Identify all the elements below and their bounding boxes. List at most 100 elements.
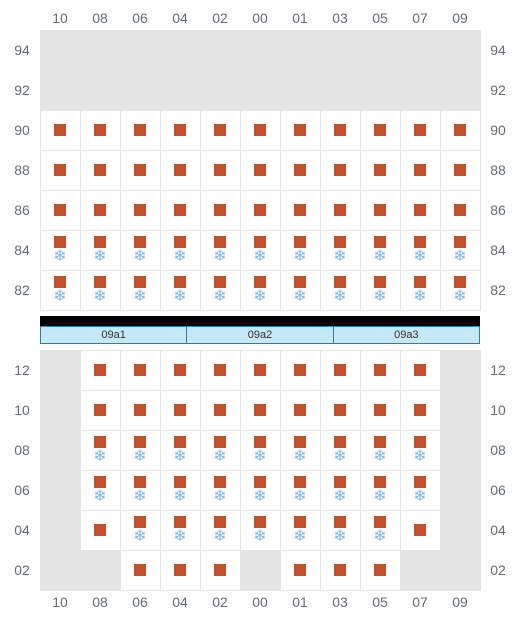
grid-cell (440, 30, 481, 71)
snowflake-icon: ❄ (253, 490, 266, 504)
tab[interactable]: 09a1 (41, 327, 187, 343)
unit-square-icon (214, 364, 226, 376)
grid-cell (80, 110, 121, 151)
grid-cell: ❄ (160, 470, 201, 511)
grid-cell: ❄ (240, 470, 281, 511)
unit-square-icon (294, 276, 306, 288)
snowflake-icon: ❄ (133, 530, 146, 544)
unit-square-icon (294, 204, 306, 216)
grid-cell (40, 550, 81, 591)
snowflake-icon: ❄ (333, 530, 346, 544)
col-label: 02 (200, 8, 240, 28)
snowflake-icon: ❄ (213, 290, 226, 304)
grid-cell (320, 150, 361, 191)
grid-cell: ❄ (160, 230, 201, 271)
black-bar (40, 316, 480, 326)
unit-square-icon (214, 404, 226, 416)
unit-square-icon (134, 164, 146, 176)
row-label: 04 (480, 510, 516, 550)
unit-square-icon (454, 204, 466, 216)
grid-cell: ❄ (360, 430, 401, 471)
snowflake-icon: ❄ (413, 290, 426, 304)
grid-cell (160, 70, 201, 111)
grid-cell (280, 350, 321, 391)
unit-square-icon (294, 236, 306, 248)
row-label: 88 (480, 150, 516, 190)
unit-square-icon (174, 204, 186, 216)
unit-square-icon (334, 516, 346, 528)
unit-square-icon (294, 564, 306, 576)
grid-cell: ❄ (280, 230, 321, 271)
grid-cell (40, 150, 81, 191)
grid-cell (440, 510, 481, 551)
bottom-grid: ❄❄❄❄❄❄❄❄❄❄❄❄❄❄❄❄❄❄❄❄❄❄❄❄❄ (40, 350, 480, 590)
unit-square-icon (94, 364, 106, 376)
unit-square-icon (334, 364, 346, 376)
unit-square-icon (54, 204, 66, 216)
unit-square-icon (174, 564, 186, 576)
unit-square-icon (214, 436, 226, 448)
grid-cell (80, 150, 121, 191)
grid-cell: ❄ (160, 270, 201, 311)
unit-square-icon (214, 564, 226, 576)
grid-cell (320, 550, 361, 591)
row-label: 86 (4, 190, 40, 230)
grid-cell (440, 390, 481, 431)
snowflake-icon: ❄ (253, 450, 266, 464)
grid-cell (200, 30, 241, 71)
unit-square-icon (174, 404, 186, 416)
unit-square-icon (414, 404, 426, 416)
grid-cell (160, 350, 201, 391)
grid-cell (240, 190, 281, 231)
grid-cell: ❄ (400, 430, 441, 471)
unit-square-icon (54, 276, 66, 288)
unit-square-icon (214, 276, 226, 288)
grid-cell: ❄ (120, 230, 161, 271)
grid-cell: ❄ (280, 470, 321, 511)
grid-cell: ❄ (320, 270, 361, 311)
row-label: 02 (480, 550, 516, 590)
grid-cell (200, 110, 241, 151)
col-label: 00 (240, 592, 280, 612)
col-label: 07 (400, 8, 440, 28)
grid-cell (120, 70, 161, 111)
snowflake-icon: ❄ (133, 450, 146, 464)
snowflake-icon: ❄ (373, 450, 386, 464)
grid-cell: ❄ (320, 510, 361, 551)
unit-square-icon (374, 564, 386, 576)
grid-cell: ❄ (80, 430, 121, 471)
unit-square-icon (254, 204, 266, 216)
unit-square-icon (254, 404, 266, 416)
row-label: 92 (480, 70, 516, 110)
col-label: 08 (80, 8, 120, 28)
snowflake-icon: ❄ (293, 290, 306, 304)
col-label: 01 (280, 592, 320, 612)
unit-square-icon (94, 524, 106, 536)
unit-square-icon (94, 236, 106, 248)
col-label: 09 (440, 592, 480, 612)
unit-square-icon (294, 476, 306, 488)
unit-square-icon (374, 364, 386, 376)
row-label: 04 (4, 510, 40, 550)
row-label: 08 (4, 430, 40, 470)
grid-cell: ❄ (200, 230, 241, 271)
grid-cell (320, 70, 361, 111)
grid-cell (440, 110, 481, 151)
snowflake-icon: ❄ (53, 250, 66, 264)
unit-square-icon (294, 436, 306, 448)
tab[interactable]: 09a3 (334, 327, 479, 343)
unit-square-icon (134, 236, 146, 248)
snowflake-icon: ❄ (93, 490, 106, 504)
snowflake-icon: ❄ (293, 530, 306, 544)
unit-square-icon (414, 436, 426, 448)
col-label: 02 (200, 592, 240, 612)
snowflake-icon: ❄ (333, 290, 346, 304)
grid-cell (40, 510, 81, 551)
snowflake-icon: ❄ (413, 250, 426, 264)
bottom-right-row-labels: 121008060402 (480, 350, 516, 590)
snowflake-icon: ❄ (253, 250, 266, 264)
unit-square-icon (174, 276, 186, 288)
snowflake-icon: ❄ (133, 250, 146, 264)
tab[interactable]: 09a2 (187, 327, 333, 343)
grid-cell (160, 550, 201, 591)
